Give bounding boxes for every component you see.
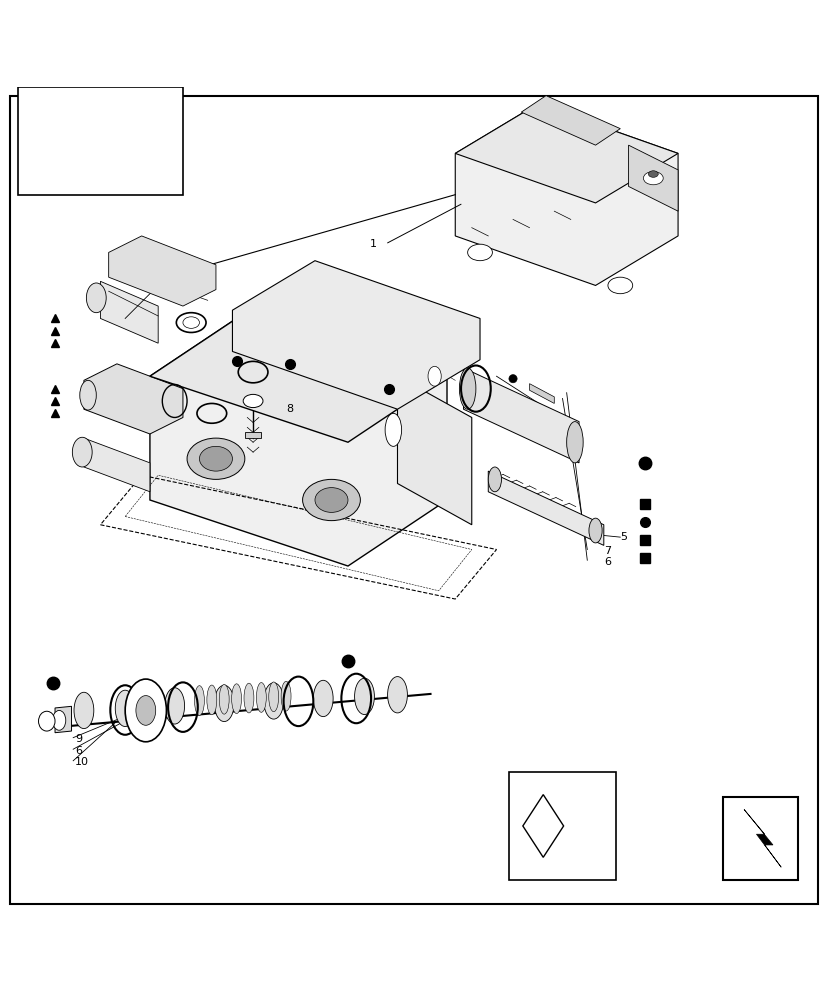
- Ellipse shape: [302, 479, 360, 521]
- Ellipse shape: [281, 681, 290, 711]
- Polygon shape: [108, 236, 216, 306]
- Ellipse shape: [72, 437, 92, 467]
- Ellipse shape: [115, 690, 135, 727]
- Bar: [509, 772, 615, 880]
- Text: 7: 7: [603, 546, 610, 556]
- Ellipse shape: [125, 122, 141, 135]
- Polygon shape: [245, 432, 261, 438]
- Text: = 4: = 4: [590, 848, 607, 858]
- Polygon shape: [529, 384, 553, 403]
- Polygon shape: [455, 104, 677, 285]
- Ellipse shape: [187, 438, 245, 479]
- Text: = 2: = 2: [590, 794, 607, 804]
- Ellipse shape: [45, 144, 57, 154]
- Ellipse shape: [194, 686, 204, 715]
- Ellipse shape: [244, 683, 254, 713]
- Ellipse shape: [39, 711, 55, 731]
- Text: 1: 1: [370, 239, 376, 249]
- Ellipse shape: [566, 422, 582, 463]
- Polygon shape: [84, 438, 150, 492]
- Polygon shape: [100, 281, 158, 343]
- Polygon shape: [628, 145, 677, 211]
- Polygon shape: [463, 368, 578, 463]
- Text: 5: 5: [619, 532, 627, 542]
- Polygon shape: [488, 471, 603, 545]
- Text: KIT: KIT: [535, 821, 550, 831]
- Ellipse shape: [314, 488, 347, 512]
- Ellipse shape: [79, 380, 96, 410]
- Ellipse shape: [86, 283, 106, 313]
- Polygon shape: [397, 376, 471, 525]
- Bar: [723, 797, 796, 880]
- Polygon shape: [150, 310, 447, 442]
- Ellipse shape: [269, 682, 279, 712]
- Ellipse shape: [52, 710, 65, 730]
- Ellipse shape: [467, 244, 492, 261]
- Ellipse shape: [74, 692, 93, 729]
- Text: 6: 6: [603, 557, 610, 567]
- Ellipse shape: [165, 688, 184, 724]
- Ellipse shape: [264, 683, 284, 719]
- Ellipse shape: [136, 696, 155, 725]
- Bar: [18, 87, 183, 195]
- Ellipse shape: [214, 685, 234, 722]
- Polygon shape: [522, 795, 563, 857]
- Ellipse shape: [313, 680, 332, 717]
- Polygon shape: [84, 364, 183, 434]
- Ellipse shape: [112, 247, 129, 274]
- Polygon shape: [55, 706, 71, 733]
- Polygon shape: [43, 100, 166, 182]
- Ellipse shape: [232, 684, 241, 714]
- Ellipse shape: [588, 518, 601, 543]
- Ellipse shape: [183, 317, 199, 328]
- Ellipse shape: [648, 171, 657, 177]
- Ellipse shape: [385, 413, 401, 446]
- Text: 9: 9: [74, 734, 82, 744]
- Ellipse shape: [219, 684, 229, 714]
- Text: 8: 8: [286, 404, 293, 414]
- Ellipse shape: [509, 375, 517, 383]
- Polygon shape: [455, 104, 677, 203]
- Ellipse shape: [354, 678, 374, 715]
- Polygon shape: [743, 809, 781, 867]
- Polygon shape: [150, 310, 447, 566]
- Text: 10: 10: [74, 757, 88, 767]
- Ellipse shape: [207, 685, 217, 715]
- Ellipse shape: [71, 126, 112, 156]
- Polygon shape: [232, 261, 480, 409]
- Text: = 3: = 3: [590, 821, 607, 831]
- Ellipse shape: [607, 277, 632, 294]
- Ellipse shape: [387, 677, 407, 713]
- Ellipse shape: [125, 679, 166, 742]
- Ellipse shape: [243, 394, 263, 408]
- Ellipse shape: [428, 366, 441, 386]
- Text: 6: 6: [74, 746, 82, 756]
- Ellipse shape: [459, 368, 476, 409]
- Ellipse shape: [199, 446, 232, 471]
- Ellipse shape: [643, 172, 662, 185]
- Polygon shape: [521, 96, 619, 145]
- Ellipse shape: [256, 683, 266, 712]
- Ellipse shape: [488, 467, 501, 492]
